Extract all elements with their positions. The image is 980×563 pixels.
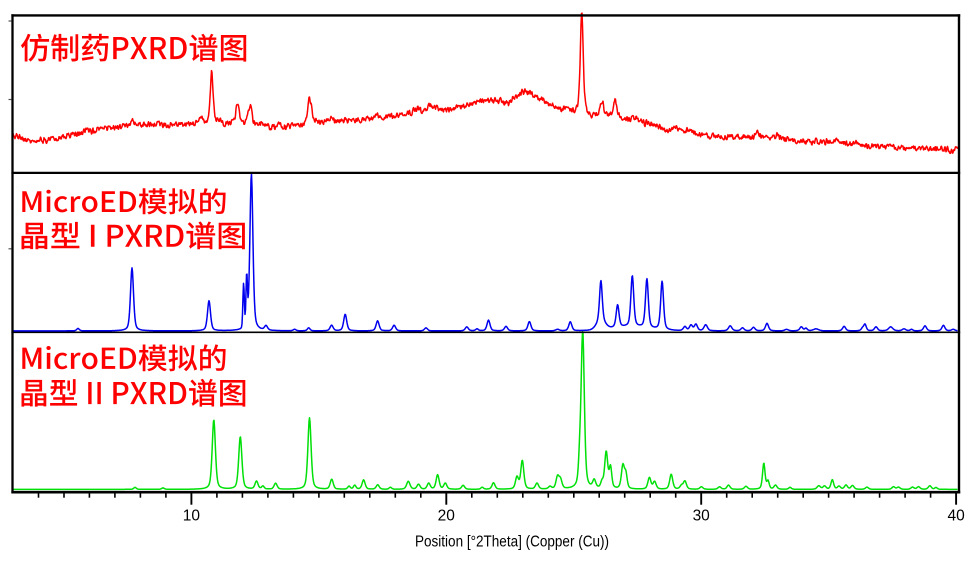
svg-text:30: 30 <box>693 508 711 525</box>
svg-text:20: 20 <box>438 508 456 525</box>
svg-text:Position [°2Theta] (Copper (Cu: Position [°2Theta] (Copper (Cu)) <box>415 534 609 551</box>
svg-text:10: 10 <box>183 508 201 525</box>
svg-text:40: 40 <box>947 508 965 525</box>
